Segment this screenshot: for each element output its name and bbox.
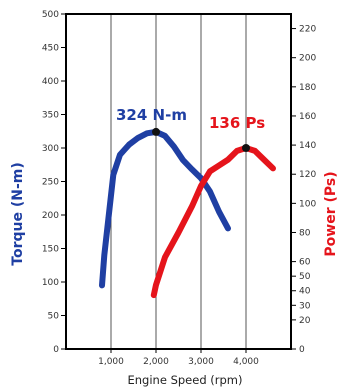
y-left-tick-label: 450 — [42, 44, 59, 54]
x-axis-label: Engine Speed (rpm) — [128, 373, 243, 387]
x-tick-label: 2,000 — [143, 357, 169, 367]
y-right-tick-label: 50 — [299, 272, 311, 282]
left-axis-ticks: 0 50 100 150 200 250 300 350 400 450 500 — [42, 10, 66, 355]
y-right-tick-label: 60 — [299, 258, 311, 268]
y-right-tick-label: 200 — [299, 54, 316, 64]
x-tick-label: 1,000 — [98, 357, 124, 367]
y-left-tick-label: 0 — [53, 345, 59, 355]
y-left-tick-label: 400 — [42, 77, 59, 87]
plot-frame — [65, 13, 292, 350]
torque-peak-annotation: 324 N-m — [116, 106, 187, 124]
y-left-tick-label: 200 — [42, 211, 59, 221]
y-right-tick-label: 120 — [299, 170, 316, 180]
y-left-tick-label: 300 — [42, 144, 59, 154]
y-right-tick-label: 180 — [299, 83, 316, 93]
y-right-tick-label: 40 — [299, 287, 311, 297]
y-right-tick-label: 20 — [299, 316, 311, 326]
x-axis-ticks: 1,000 2,000 3,000 4,000 — [98, 349, 259, 367]
y-right-tick-label: 30 — [299, 301, 311, 311]
peak-markers — [152, 127, 250, 152]
y-left-tick-label: 100 — [42, 278, 59, 288]
y-left-tick-label: 250 — [42, 178, 59, 188]
y-axis-right-label: Power (Ps) — [323, 171, 339, 256]
power-peak-marker — [242, 144, 250, 152]
y-right-tick-label: 160 — [299, 112, 316, 122]
y-left-tick-label: 50 — [48, 312, 60, 322]
power-line — [150, 145, 276, 299]
y-left-tick-label: 150 — [42, 245, 59, 255]
y-right-tick-label: 100 — [299, 199, 316, 209]
plot-background — [66, 14, 291, 349]
power-peak-annotation: 136 Ps — [209, 114, 265, 132]
x-tick-label: 4,000 — [233, 357, 259, 367]
y-right-tick-label: 140 — [299, 141, 316, 151]
y-left-tick-label: 350 — [42, 111, 59, 121]
torque-peak-marker — [152, 127, 160, 136]
x-tick-label: 3,000 — [188, 357, 214, 367]
y-right-tick-label: 220 — [299, 25, 316, 35]
y-right-tick-label: 80 — [299, 228, 311, 238]
y-axis-left-label: Torque (N-m) — [10, 162, 26, 265]
y-left-tick-label: 500 — [42, 10, 59, 20]
right-axis-ticks: 0 20 30 40 50 60 80 100 120 140 160 180 200 220 — [291, 25, 316, 355]
y-right-tick-label: 0 — [299, 345, 305, 355]
